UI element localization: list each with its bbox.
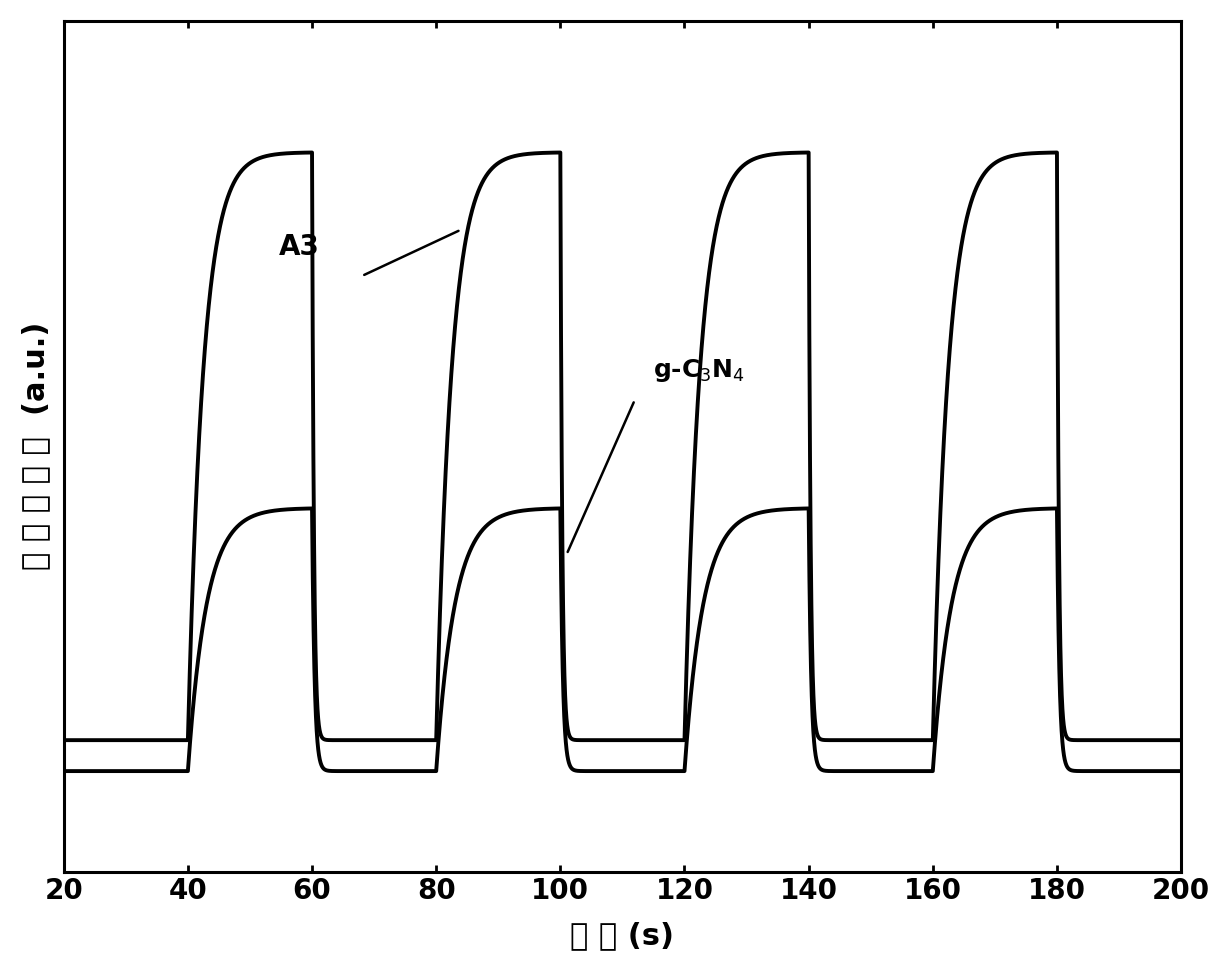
X-axis label: 时 间 (s): 时 间 (s) <box>570 921 675 951</box>
Text: A3: A3 <box>279 233 320 260</box>
Text: g-C$_3$N$_4$: g-C$_3$N$_4$ <box>654 357 746 385</box>
Y-axis label: 光 电 流 密 度  (a.u.): 光 电 流 密 度 (a.u.) <box>21 322 49 570</box>
